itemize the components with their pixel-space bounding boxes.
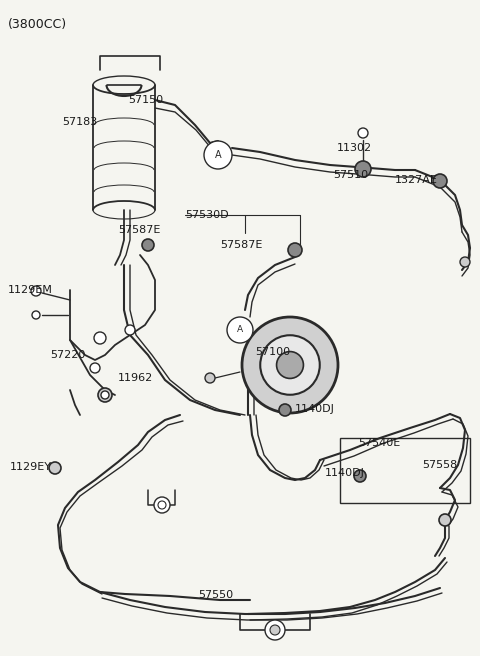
Text: 57100: 57100 — [255, 347, 290, 357]
Text: 1327AE: 1327AE — [395, 175, 438, 185]
Text: A: A — [215, 150, 221, 160]
Circle shape — [31, 286, 41, 296]
Circle shape — [101, 391, 109, 399]
Circle shape — [154, 497, 170, 513]
Text: 57550: 57550 — [198, 590, 233, 600]
Circle shape — [270, 625, 280, 635]
Circle shape — [358, 128, 368, 138]
Text: (3800CC): (3800CC) — [8, 18, 67, 31]
Circle shape — [32, 311, 40, 319]
Text: 11302: 11302 — [337, 143, 372, 153]
Circle shape — [439, 514, 451, 526]
Circle shape — [288, 243, 302, 257]
Circle shape — [460, 257, 470, 267]
Text: 57587E: 57587E — [220, 240, 263, 250]
Circle shape — [158, 501, 166, 509]
Text: 57587E: 57587E — [118, 225, 160, 235]
Text: 57558: 57558 — [422, 460, 457, 470]
Text: 57183: 57183 — [62, 117, 97, 127]
Circle shape — [227, 317, 253, 343]
Text: 57510: 57510 — [333, 170, 368, 180]
Text: 57540E: 57540E — [358, 438, 400, 448]
Circle shape — [205, 373, 215, 383]
Circle shape — [242, 317, 338, 413]
Circle shape — [276, 352, 303, 379]
Circle shape — [204, 141, 232, 169]
Circle shape — [265, 620, 285, 640]
Circle shape — [279, 404, 291, 416]
Text: 1129EM: 1129EM — [8, 285, 53, 295]
Circle shape — [142, 239, 154, 251]
Text: 1140DJ: 1140DJ — [295, 404, 335, 414]
Circle shape — [354, 470, 366, 482]
Text: 1129EY: 1129EY — [10, 462, 52, 472]
Text: 11962: 11962 — [118, 373, 153, 383]
Circle shape — [90, 363, 100, 373]
Bar — [340, 438, 470, 503]
Text: A: A — [237, 325, 243, 335]
Circle shape — [49, 462, 61, 474]
Circle shape — [98, 388, 112, 402]
Circle shape — [125, 325, 135, 335]
Text: 1140DJ: 1140DJ — [325, 468, 365, 478]
Text: 57150: 57150 — [128, 95, 163, 105]
Text: 57530D: 57530D — [185, 210, 228, 220]
Circle shape — [94, 332, 106, 344]
Circle shape — [433, 174, 447, 188]
Circle shape — [355, 161, 371, 177]
Circle shape — [260, 335, 320, 395]
Text: 57220: 57220 — [50, 350, 85, 360]
